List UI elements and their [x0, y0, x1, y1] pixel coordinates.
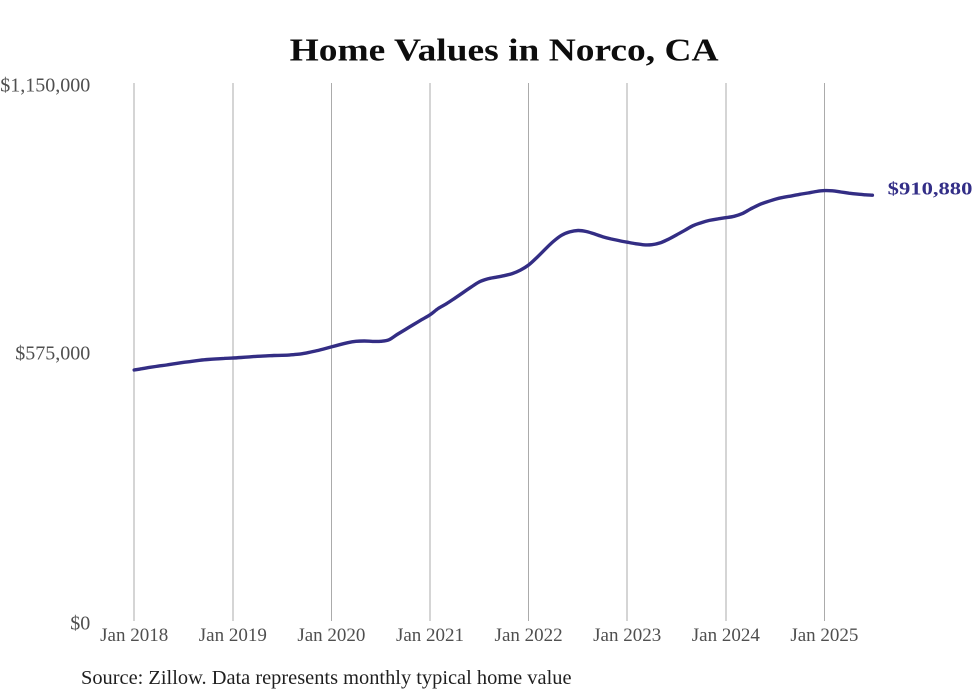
svg-text:Jan 2018: Jan 2018: [100, 625, 168, 646]
svg-text:Jan 2024: Jan 2024: [692, 625, 761, 646]
svg-text:Jan 2025: Jan 2025: [790, 625, 858, 646]
svg-text:$1,150,000: $1,150,000: [0, 74, 90, 96]
svg-text:$0: $0: [70, 613, 90, 635]
svg-text:Source: Zillow. Data represent: Source: Zillow. Data represents monthly …: [81, 667, 572, 689]
svg-text:Jan 2020: Jan 2020: [297, 625, 365, 646]
svg-text:Home Values in Norco, CA: Home Values in Norco, CA: [290, 33, 719, 68]
svg-text:Jan 2019: Jan 2019: [199, 625, 267, 646]
svg-text:$575,000: $575,000: [15, 343, 90, 365]
svg-text:Jan 2021: Jan 2021: [396, 625, 464, 646]
svg-text:Jan 2022: Jan 2022: [495, 625, 563, 646]
svg-text:Jan 2023: Jan 2023: [593, 625, 661, 646]
svg-text:$910,880: $910,880: [888, 178, 973, 198]
